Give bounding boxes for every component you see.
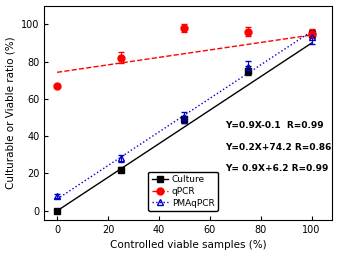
X-axis label: Controlled viable samples (%): Controlled viable samples (%) [110,240,266,250]
Text: Y=0.2X+74.2 R=0.86: Y=0.2X+74.2 R=0.86 [226,143,332,152]
Text: Y=0.9X-0.1  R=0.99: Y=0.9X-0.1 R=0.99 [226,121,324,130]
Y-axis label: Culturable or Viable ratio (%): Culturable or Viable ratio (%) [6,36,16,189]
Legend: Culture, qPCR, PMAqPCR: Culture, qPCR, PMAqPCR [148,172,218,211]
Text: Y= 0.9X+6.2 R=0.99: Y= 0.9X+6.2 R=0.99 [226,164,329,173]
